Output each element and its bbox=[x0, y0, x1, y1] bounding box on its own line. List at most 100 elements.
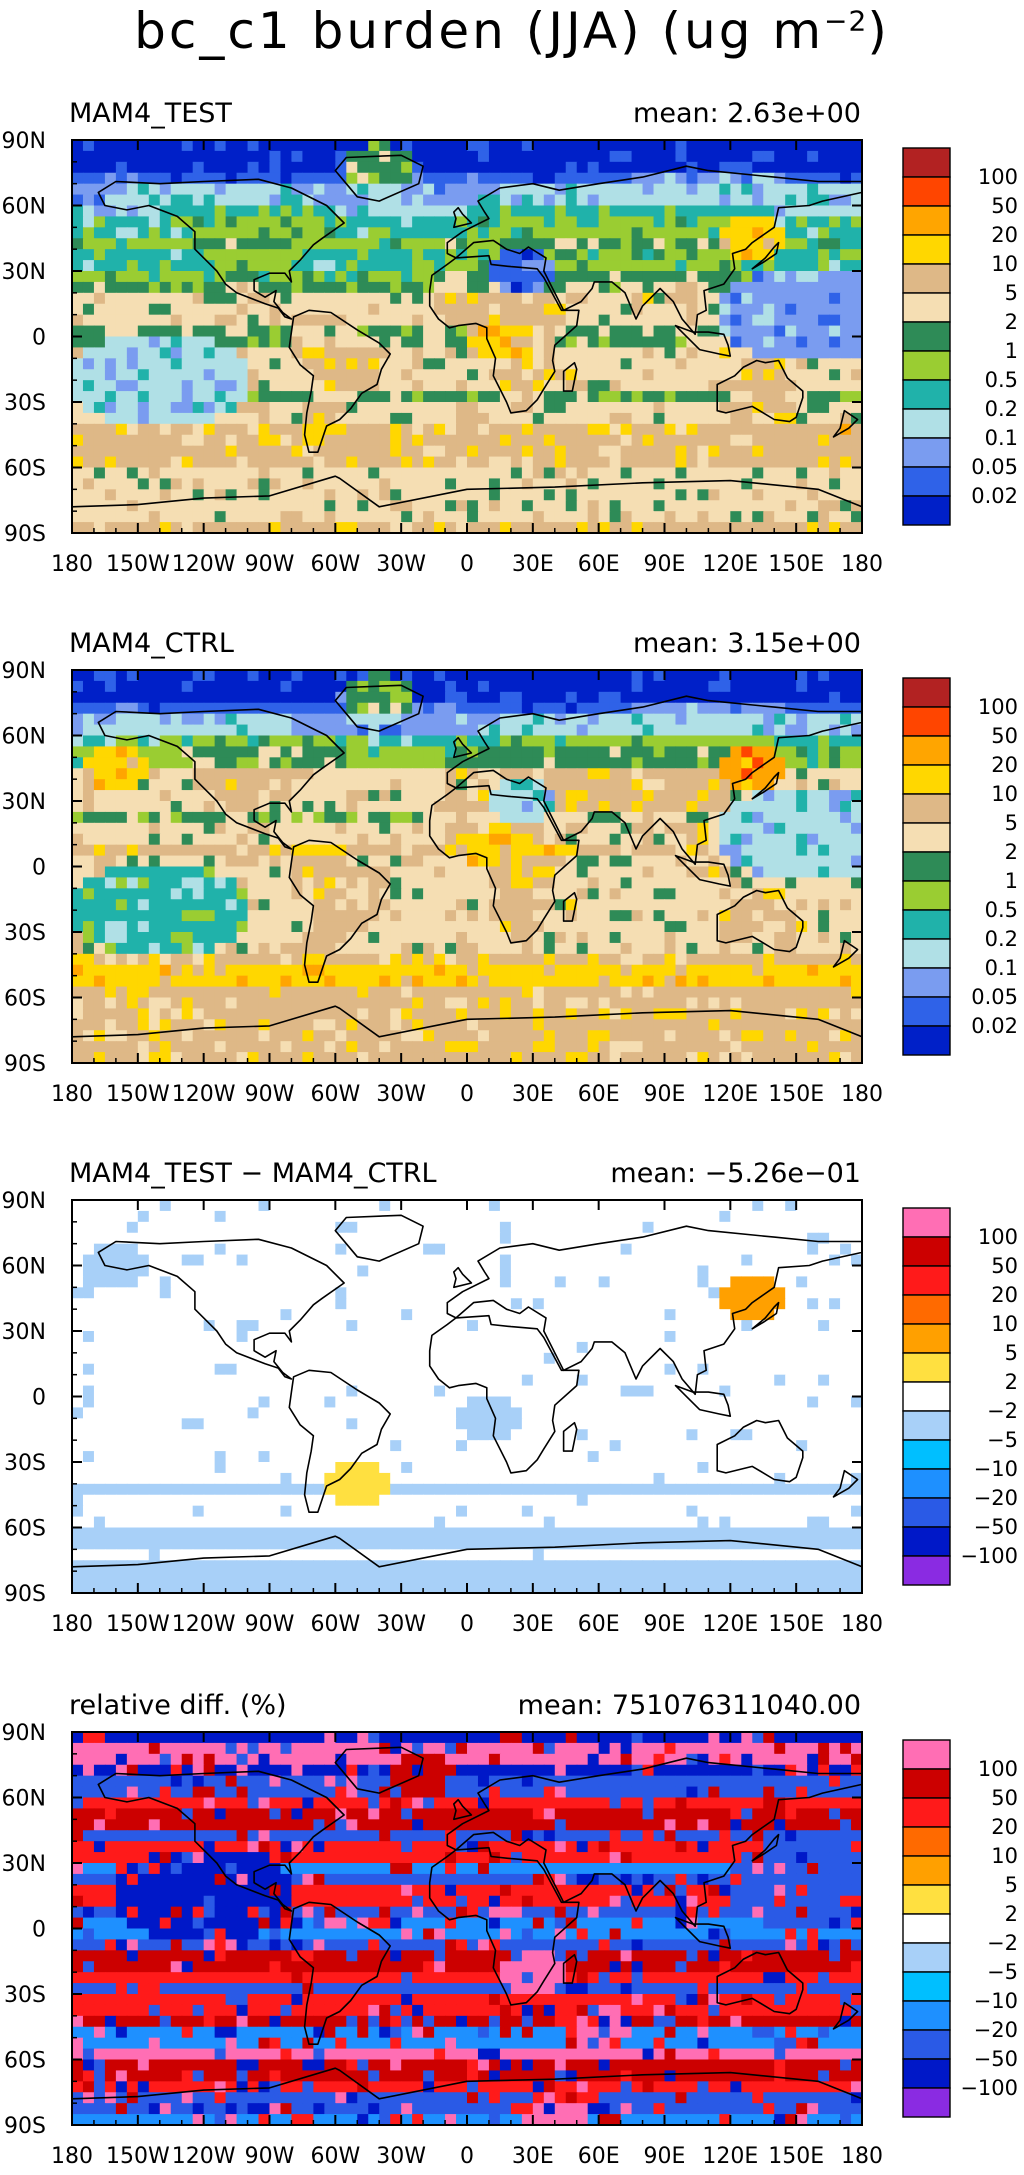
grid-cell bbox=[774, 757, 786, 769]
grid-cell bbox=[510, 238, 523, 250]
grid-cell bbox=[313, 790, 325, 802]
grid-cell bbox=[467, 423, 479, 436]
grid-cell bbox=[346, 303, 358, 316]
grid-cell bbox=[521, 369, 534, 381]
grid-cell bbox=[499, 140, 512, 152]
grid-cell bbox=[477, 724, 490, 737]
grid-cell bbox=[192, 402, 205, 414]
grid-cell bbox=[368, 303, 380, 316]
grid-cell bbox=[697, 757, 709, 769]
grid-cell bbox=[510, 478, 523, 490]
grid-cell bbox=[104, 412, 117, 425]
grid-cell bbox=[697, 986, 709, 999]
grid-cell bbox=[653, 855, 666, 868]
grid-cell bbox=[620, 522, 633, 534]
grid-cell bbox=[456, 325, 468, 338]
grid-cell bbox=[851, 986, 863, 999]
grid-cell bbox=[434, 790, 446, 802]
grid-cell bbox=[379, 489, 391, 501]
grid-cell bbox=[708, 478, 720, 490]
grid-cell bbox=[313, 161, 325, 174]
grid-cell bbox=[357, 260, 369, 272]
grid-cell bbox=[807, 822, 819, 835]
grid-cell bbox=[609, 855, 622, 868]
grid-cell bbox=[412, 423, 424, 436]
grid-cell bbox=[181, 292, 194, 305]
grid-cell bbox=[181, 369, 194, 381]
grid-cell bbox=[302, 888, 314, 900]
grid-cell bbox=[445, 172, 457, 185]
grid-cell bbox=[104, 899, 117, 911]
grid-cell bbox=[104, 942, 117, 955]
grid-cell bbox=[225, 336, 238, 349]
grid-cell bbox=[82, 456, 95, 469]
grid-cell bbox=[477, 779, 490, 791]
grid-cell bbox=[346, 757, 358, 769]
grid-cell bbox=[280, 921, 293, 933]
grid-cell bbox=[412, 412, 424, 425]
grid-cell bbox=[445, 953, 457, 966]
grid-cell bbox=[93, 801, 106, 813]
grid-cell bbox=[170, 314, 183, 327]
x-tick-label: 120W bbox=[172, 552, 236, 577]
grid-cell bbox=[840, 402, 852, 414]
grid-cell bbox=[82, 1008, 95, 1020]
grid-cell bbox=[302, 964, 314, 977]
grid-cell bbox=[675, 358, 688, 370]
grid-cell bbox=[192, 866, 205, 879]
grid-cell bbox=[72, 866, 84, 879]
grid-cell bbox=[477, 801, 490, 813]
grid-cell bbox=[423, 347, 435, 359]
grid-cell bbox=[829, 456, 841, 469]
grid-cell bbox=[785, 680, 797, 693]
grid-cell bbox=[170, 249, 183, 261]
grid-cell bbox=[587, 975, 600, 988]
grid-cell bbox=[247, 161, 260, 174]
grid-cell bbox=[631, 680, 644, 693]
grid-cell bbox=[543, 670, 556, 682]
grid-cell bbox=[467, 489, 479, 501]
grid-cell bbox=[434, 369, 446, 381]
grid-cell bbox=[269, 161, 282, 174]
grid-cell bbox=[148, 757, 161, 769]
grid-cell bbox=[72, 303, 84, 316]
grid-cell bbox=[335, 380, 347, 392]
grid-cell bbox=[851, 402, 863, 414]
grid-cell bbox=[840, 325, 852, 338]
grid-cell bbox=[412, 314, 424, 327]
grid-cell bbox=[631, 822, 644, 835]
grid-cell bbox=[258, 735, 271, 748]
grid-cell bbox=[785, 325, 797, 338]
grid-cell bbox=[609, 670, 622, 682]
grid-cell bbox=[521, 932, 534, 944]
grid-cell bbox=[236, 511, 249, 523]
grid-cell bbox=[510, 680, 523, 693]
grid-cell bbox=[445, 975, 457, 988]
grid-cell bbox=[499, 402, 512, 414]
grid-cell bbox=[818, 702, 830, 715]
grid-cell bbox=[412, 522, 424, 534]
grid-cell bbox=[763, 336, 775, 349]
grid-cell bbox=[829, 391, 841, 403]
grid-cell bbox=[390, 746, 402, 758]
grid-cell bbox=[807, 997, 819, 1010]
grid-cell bbox=[752, 522, 764, 534]
grid-cell bbox=[818, 140, 830, 152]
grid-cell bbox=[840, 997, 852, 1010]
grid-cell bbox=[269, 953, 282, 966]
grid-cell bbox=[719, 833, 731, 846]
grid-cell bbox=[532, 691, 545, 704]
grid-cell bbox=[730, 932, 742, 944]
grid-cell bbox=[126, 391, 139, 403]
grid-cell bbox=[170, 478, 183, 490]
grid-cell bbox=[170, 303, 183, 316]
grid-cell bbox=[664, 724, 677, 737]
grid-cell bbox=[565, 292, 578, 305]
grid-cell bbox=[840, 478, 852, 490]
grid-cell bbox=[554, 402, 567, 414]
grid-cell bbox=[357, 336, 369, 349]
grid-cell bbox=[543, 953, 556, 966]
grid-cell bbox=[818, 478, 830, 490]
grid-cell bbox=[532, 833, 545, 846]
grid-cell bbox=[324, 402, 336, 414]
